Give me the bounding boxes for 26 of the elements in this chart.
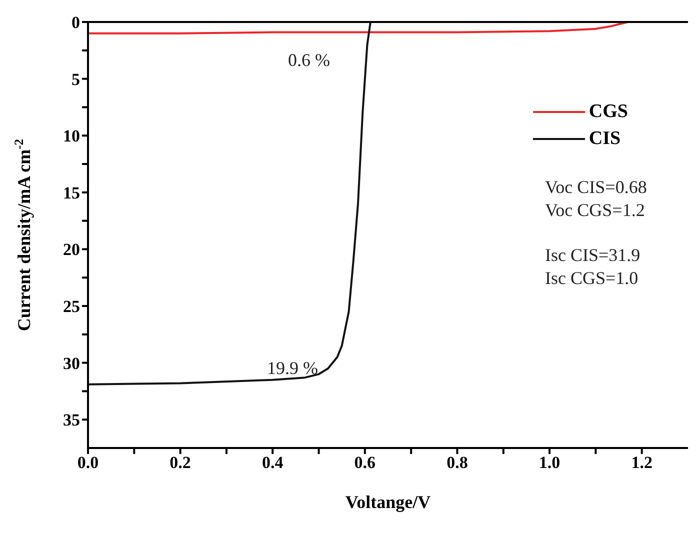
x-axis-title: Voltange/V [345,492,431,512]
annotation: Isc CGS=1.0 [545,267,640,290]
x-tick-label: 0.8 [446,453,468,472]
line-series [88,22,629,34]
x-tick-label: 0.4 [262,453,284,472]
annotation: Voc CIS=0.68 [545,176,647,199]
annotation: Isc CIS=31.9 [545,244,642,267]
line-series [88,22,372,386]
annotation: 0.6 % [288,50,330,71]
x-tick-label: 1.0 [538,453,560,472]
y-tick-label: 20 [63,240,80,260]
legend-label: CIS [588,127,621,151]
x-tick-label: 0.0 [77,453,99,472]
y-tick-label: 30 [63,354,80,373]
legend-label: CGS [588,100,628,124]
y-tick-label: 35 [63,410,80,430]
y-tick-label: 0 [72,13,80,32]
x-tick-label: 0.6 [354,453,376,472]
y-tick-label: 15 [63,183,80,202]
y-tick-label: 25 [63,297,80,316]
y-tick-label: 5 [72,70,80,89]
annotation: 19.9 % [267,358,318,379]
y-tick-label: 10 [63,126,80,146]
annotation: Voc CGS=1.2 [545,199,646,222]
x-tick-label: 1.2 [631,453,652,472]
x-tick-label: 0.2 [170,453,191,472]
